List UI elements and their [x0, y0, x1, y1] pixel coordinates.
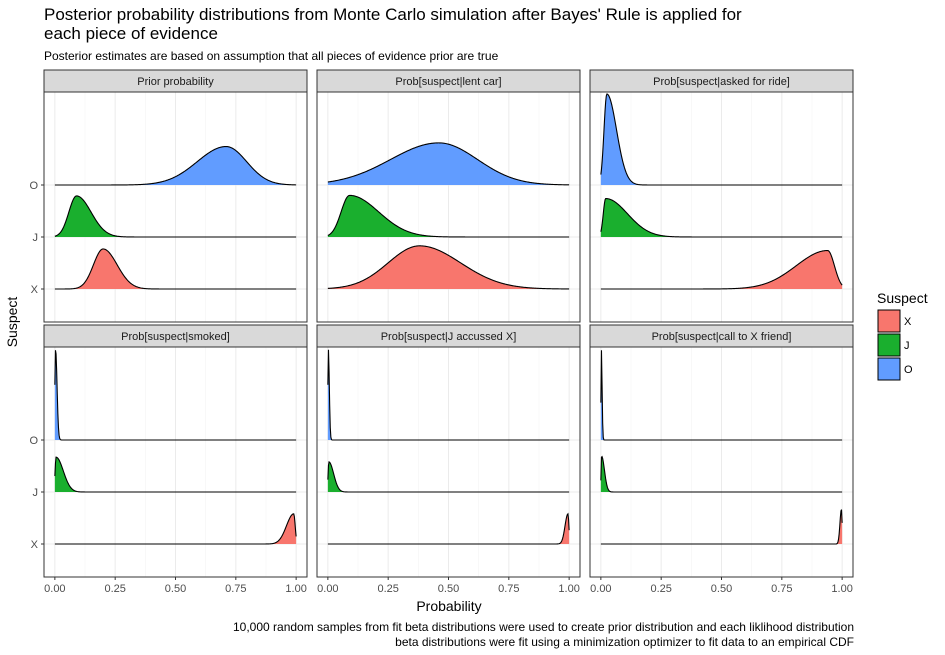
facet-strip-label: Prob[suspect|lent car]: [395, 76, 501, 88]
ridge-outline-j: [600, 455, 843, 493]
x-tick-label: 0.50: [438, 583, 459, 595]
facet-strip-label: Prob[suspect|asked for ride]: [653, 76, 790, 88]
ridge-fill-x: [327, 245, 570, 289]
x-tick-label: 0.25: [650, 583, 671, 595]
facet-strip-label: Prob[suspect|call to X friend]: [652, 331, 792, 343]
x-tick-label: 0.50: [711, 583, 732, 595]
chart-title: Posterior probability distributions from…: [44, 5, 742, 43]
legend-swatch-j: [877, 333, 901, 357]
ridge-outline-x: [600, 249, 843, 290]
legend-title: Suspect: [877, 290, 928, 306]
ridge-outline-o: [54, 145, 297, 186]
ridge-fill-o: [54, 146, 297, 185]
ridge-fill-j: [327, 195, 570, 237]
ridge-outline-j: [327, 460, 570, 493]
legend-label: J: [904, 340, 910, 352]
panel-border: [316, 91, 581, 323]
legend-swatch-o: [877, 357, 901, 381]
ridge-fill-j: [54, 195, 297, 237]
x-tick-label: 0.00: [317, 583, 338, 595]
x-tick-label: 1.00: [558, 583, 579, 595]
facet-strip-label: Prior probability: [137, 76, 214, 88]
ridge-outline-j: [600, 197, 843, 238]
ridge-fill-j: [600, 198, 843, 237]
ridge-fill-o: [327, 142, 570, 185]
caption-line-2: beta distributions were fit using a mini…: [395, 635, 854, 649]
ridge-outline-o: [600, 350, 843, 441]
ridge-outline-o: [327, 142, 570, 186]
ridge-outline-o: [327, 349, 570, 441]
ridge-outline-j: [54, 456, 297, 493]
legend-label: X: [904, 316, 912, 328]
facet-panel: Prob[suspect|call to X friend] 0.00 0.25 0.…: [589, 324, 854, 595]
x-tick-label: 1.00: [285, 583, 306, 595]
ridge-outline-o: [600, 93, 843, 186]
facet-panel: Prob[suspect|asked for ride]: [589, 69, 854, 323]
y-tick-label: O: [29, 180, 38, 192]
facet-panel: Prob[suspect|J accussed X] 0.00 0.25 0.50 0.…: [316, 324, 581, 595]
x-tick-label: 0.75: [771, 583, 792, 595]
y-tick-label: O: [29, 435, 38, 447]
ridge-outline-x: [600, 509, 843, 545]
x-tick-label: 0.00: [44, 583, 65, 595]
panel-border: [43, 91, 308, 323]
ridge-outline-x: [327, 512, 570, 545]
x-tick-label: 0.00: [590, 583, 611, 595]
ridge-outline-x: [327, 245, 570, 290]
ridge-fill-x: [600, 250, 843, 289]
ridge-outline-j: [54, 195, 297, 238]
facet-strip-label: Prob[suspect|smoked]: [121, 331, 230, 343]
ridge-fill-x: [54, 248, 297, 289]
x-tick-label: 0.50: [165, 583, 186, 595]
y-tick-label: X: [31, 539, 39, 551]
panel-border: [589, 91, 854, 323]
caption-line-1: 10,000 random samples from fit beta dist…: [233, 620, 854, 634]
ridge-outline-o: [54, 350, 297, 441]
ridge-fill-o: [600, 94, 843, 185]
facet-panel: Prob[suspect|lent car]: [316, 69, 581, 323]
x-axis-title: Probability: [416, 598, 481, 614]
facet-panel: Prior probability X J O: [29, 69, 308, 323]
x-tick-label: 1.00: [831, 583, 852, 595]
ridge-outline-x: [54, 513, 297, 545]
x-tick-label: 0.25: [377, 583, 398, 595]
facet-strip-label: Prob[suspect|J accussed X]: [381, 331, 517, 343]
y-tick-label: J: [33, 232, 39, 244]
x-tick-label: 0.75: [498, 583, 519, 595]
ridge-outline-x: [54, 248, 297, 290]
x-tick-label: 0.25: [104, 583, 125, 595]
y-axis-title: Suspect: [4, 297, 20, 348]
legend-label: O: [904, 364, 913, 376]
y-tick-label: X: [31, 284, 39, 296]
legend-swatch-x: [877, 309, 901, 333]
chart-caption: 10,000 random samples from fit beta dist…: [233, 620, 854, 650]
chart-subtitle: Posterior estimates are based on assumpt…: [44, 49, 499, 63]
y-tick-label: J: [33, 487, 39, 499]
facet-panel: Prob[suspect|smoked] X J O 0.00 0.25 0.50 0.75 1…: [29, 324, 308, 595]
x-tick-label: 0.75: [225, 583, 246, 595]
ridge-outline-j: [327, 194, 570, 238]
